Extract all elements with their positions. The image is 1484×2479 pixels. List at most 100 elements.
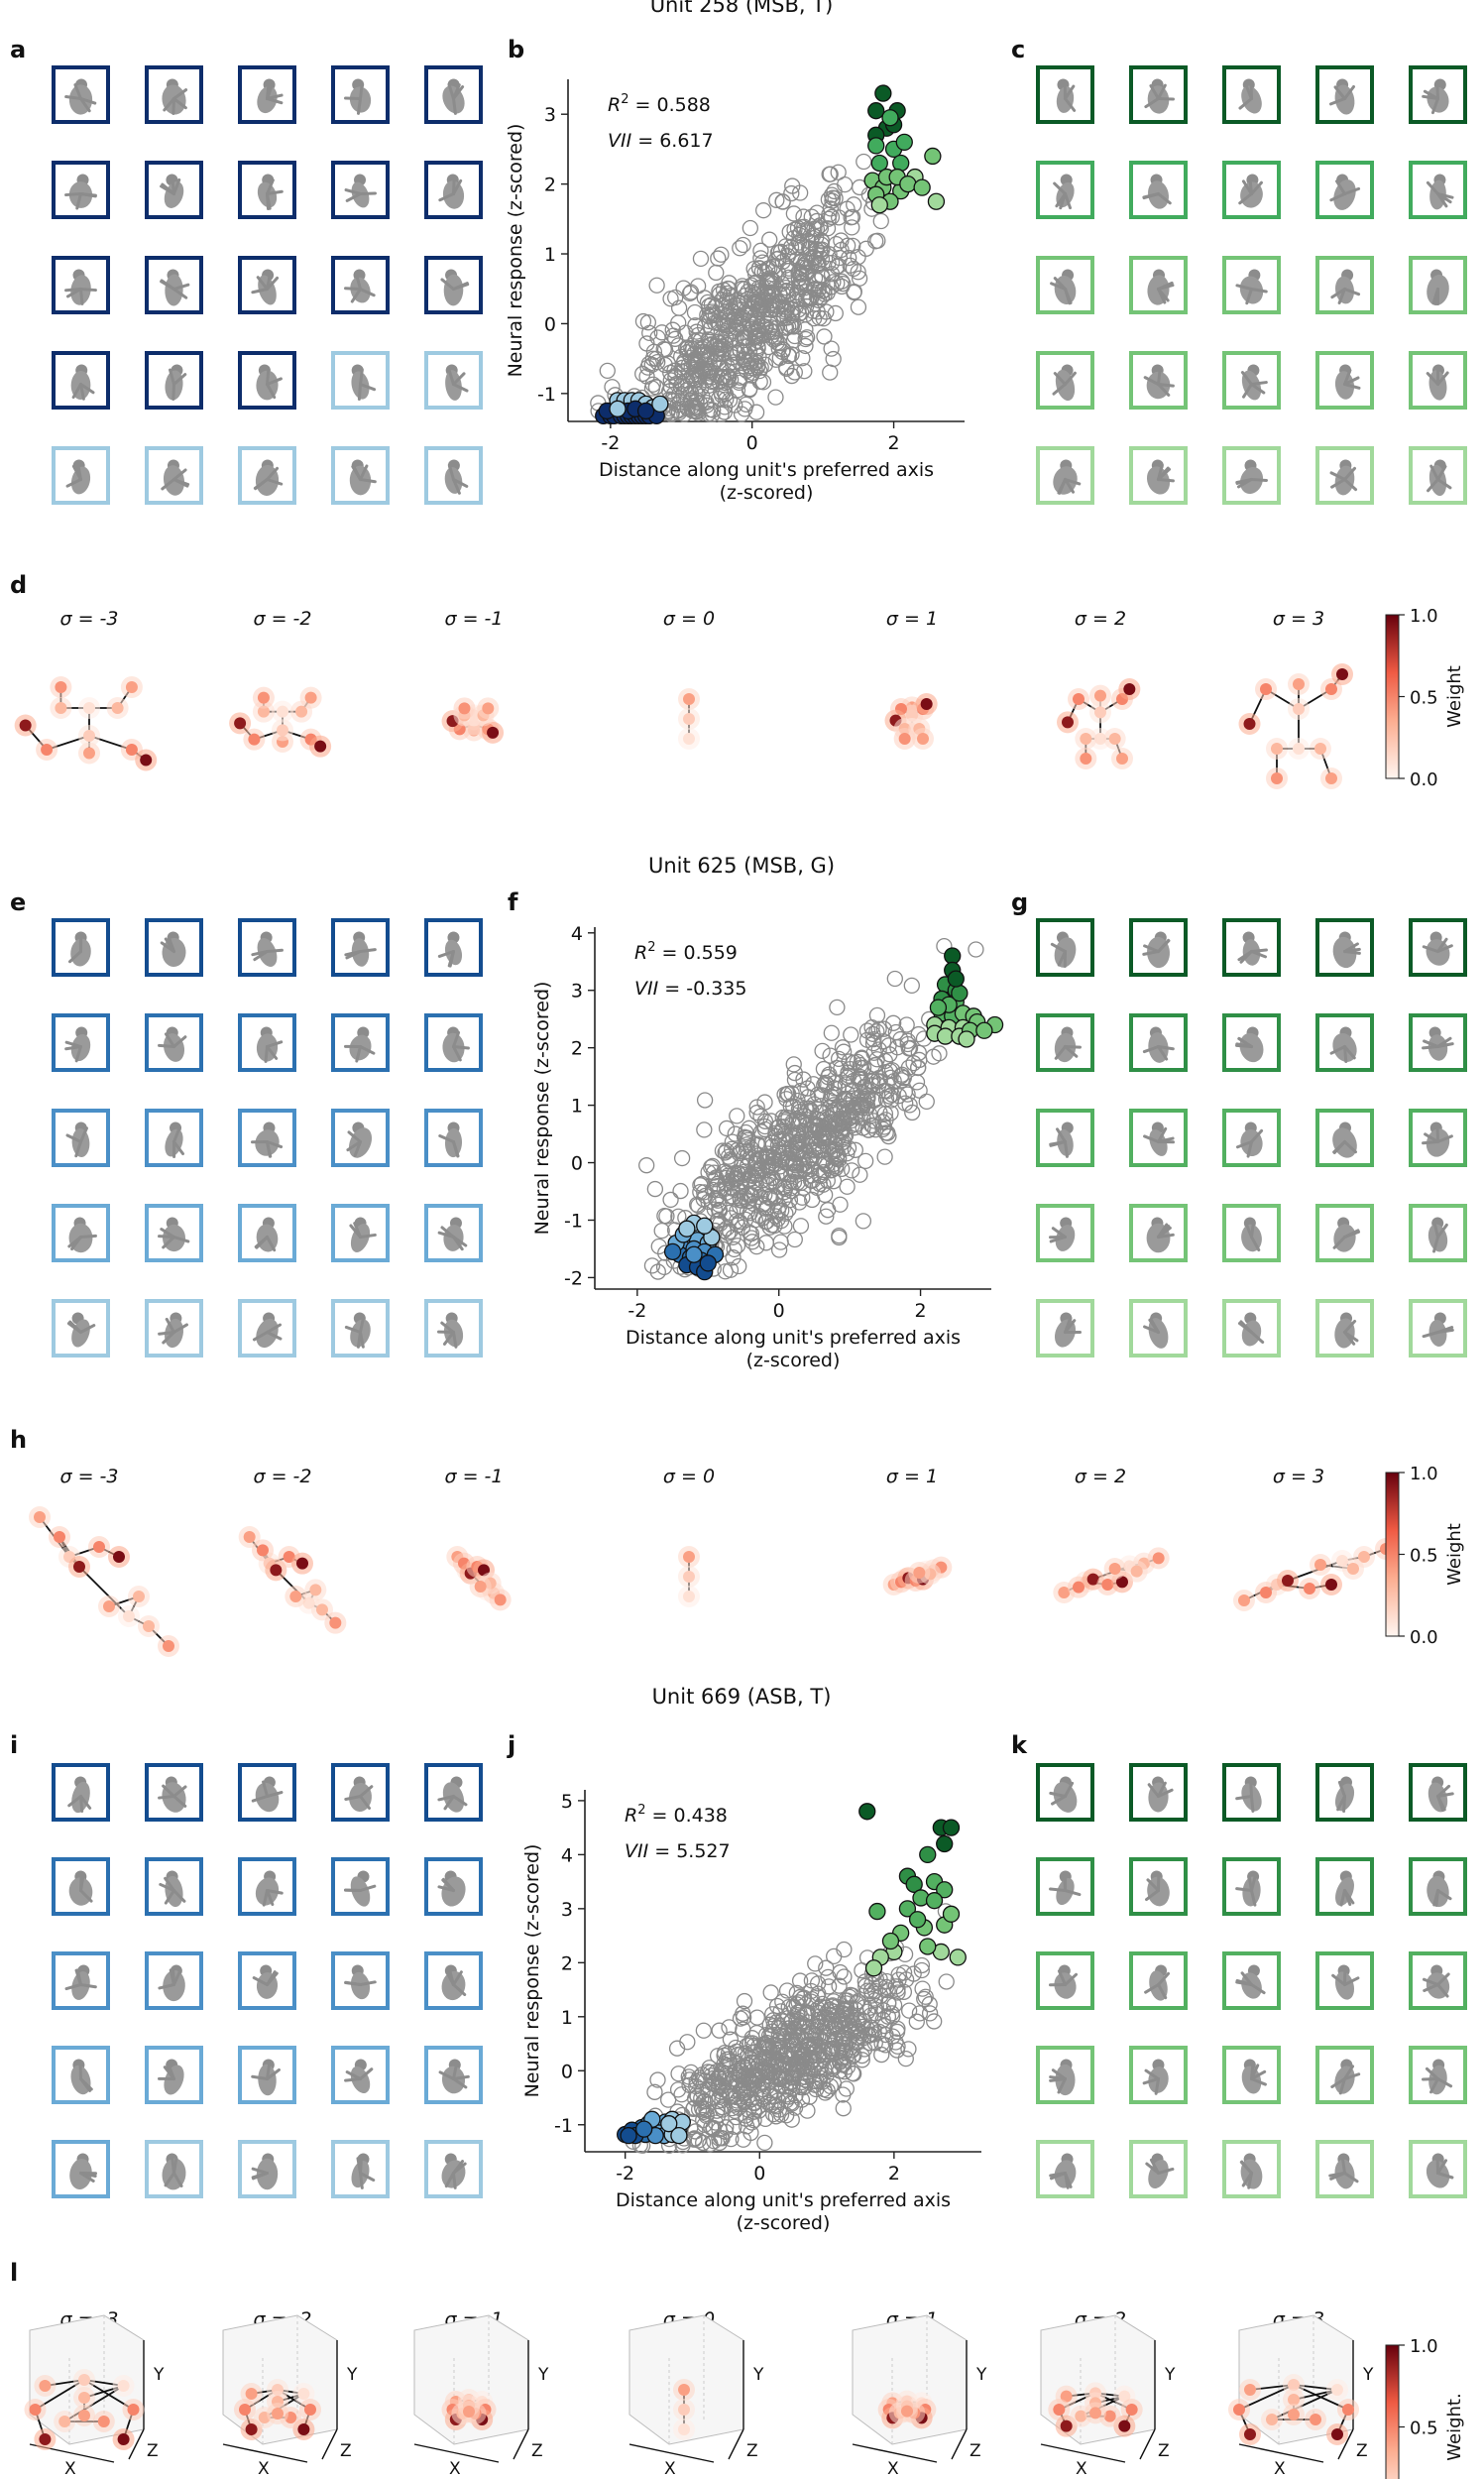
pose-joint [143, 1620, 155, 1632]
scatter-point [709, 2048, 727, 2065]
scatter-point [776, 2055, 793, 2072]
scatter-point [840, 1111, 857, 1127]
pose-joint [1233, 2404, 1245, 2416]
pose-figure [1057, 678, 1141, 769]
scatter-point [756, 1118, 773, 1135]
scatter-point [846, 283, 862, 300]
monkey-limb-shape [1343, 288, 1361, 296]
monkey-limb-shape [1343, 947, 1361, 953]
scatter-point [792, 1082, 809, 1100]
monkey-limb-shape [1436, 192, 1452, 204]
scatter-point [792, 1988, 809, 2006]
scatter-point [780, 262, 798, 280]
pose-joint [1358, 1551, 1370, 1563]
monkey-limb-shape [1435, 82, 1439, 100]
scatter-point-high [942, 1819, 961, 1836]
pose-joint [133, 1591, 145, 1602]
monkey-limb-shape [1054, 1045, 1067, 1060]
monkey-limb-shape [1051, 1795, 1067, 1806]
scatter-point [854, 2052, 870, 2068]
monkey-limb-shape [1240, 371, 1253, 386]
monkey-limb-shape [266, 1236, 277, 1252]
scatter-point [860, 1121, 877, 1138]
monkey-limb-shape [355, 1045, 362, 1063]
thumbnail-frame [1222, 1204, 1281, 1262]
monkey-limb-shape [162, 1784, 175, 1798]
stimulus-thumbnail [1129, 351, 1188, 410]
scatter-point [655, 1258, 673, 1275]
monkey-limb-shape [438, 192, 455, 202]
pose-joint [1282, 1575, 1294, 1587]
monkey-limb-shape [1246, 1140, 1253, 1158]
monkey-limb-shape [266, 276, 280, 291]
monkey-limb-shape [266, 93, 284, 100]
scatter-plot: -2 -1 0 1 2 3 4 -2 0 2 Distance along unit's prefe… [531, 923, 1004, 1371]
monkey-limb-shape [356, 2157, 362, 2175]
monkey-limb-shape [359, 2067, 374, 2080]
scatter-point [886, 970, 903, 988]
scatter-point [766, 323, 784, 340]
stimulus-thumbnail [1129, 1951, 1188, 2010]
monkey-limb-shape [1436, 464, 1447, 481]
scatter-point [668, 2040, 686, 2057]
pose-joint [272, 2408, 284, 2420]
pose-joint [482, 702, 495, 715]
sigma-label: σ = 2 [1075, 1466, 1126, 1487]
scatter-point [785, 2043, 803, 2061]
pose-joint [1293, 678, 1305, 690]
scatter-point [653, 1222, 670, 1240]
pose-joint [277, 724, 288, 737]
monkey-limb-shape [1425, 2066, 1439, 2080]
monkey-limb-shape [1143, 1325, 1160, 1334]
monkey-limb-shape [1049, 2172, 1067, 2178]
monkey-limb-shape [344, 1795, 362, 1801]
scatter-point [762, 1984, 779, 2001]
pose-joint [1108, 1563, 1121, 1575]
pose-joint [1288, 2379, 1300, 2391]
pose-joint [683, 713, 695, 725]
scatter-point [754, 1197, 771, 1214]
monkey-limb-shape [266, 1140, 284, 1149]
monkey-limb-shape [1157, 192, 1172, 205]
monkey-limb-shape [65, 1133, 82, 1143]
pose-joint [1080, 753, 1092, 765]
scatter-point [774, 193, 791, 210]
pose-joint [1103, 2410, 1116, 2422]
scatter-point [754, 2090, 772, 2108]
monkey-limb-shape [1343, 1331, 1356, 1346]
scatter-point-high [936, 1881, 954, 1899]
stimulus-grid-high [1036, 918, 1467, 1358]
pose-joint [1331, 2384, 1343, 2396]
scatter-point [842, 1060, 858, 1078]
scatter-point [754, 202, 772, 219]
monkey-limb-shape [1157, 1971, 1171, 1986]
y-tick-label: 5 [561, 1791, 573, 1813]
monkey-limb-shape [1049, 1791, 1067, 1798]
scatter-point-high [870, 154, 888, 173]
scatter-point [872, 1987, 889, 2004]
monkey-limb-shape [1343, 369, 1352, 386]
pose-joint [314, 740, 327, 753]
stimulus-thumbnail [145, 2140, 203, 2198]
stimulus-thumbnail [1315, 1109, 1374, 1167]
monkey-limb-shape [438, 1134, 455, 1143]
scatter-point-high [908, 1911, 927, 1929]
scatter-point [728, 2043, 745, 2061]
monkey-limb-shape [1238, 97, 1253, 110]
scatter-point [903, 977, 920, 995]
scatter-point [811, 1175, 828, 1193]
axes-3d-pane [413, 2314, 529, 2445]
scatter-point [776, 1114, 793, 1130]
scatter-point-high [958, 1030, 975, 1048]
monkey-limb-shape [1157, 368, 1162, 386]
scatter-point [834, 1160, 851, 1177]
pose-joint [1108, 733, 1121, 745]
stimulus-thumbnail [238, 256, 296, 314]
axis-3d-label-z: Z [970, 2441, 981, 2461]
scatter-point [698, 2100, 715, 2118]
monkey-limb-shape [266, 1331, 283, 1341]
scatter-point-low [699, 1254, 717, 1272]
stimulus-thumbnail [1036, 2140, 1094, 2198]
pose-joint [1073, 1581, 1084, 1594]
scatter-point [809, 289, 826, 305]
